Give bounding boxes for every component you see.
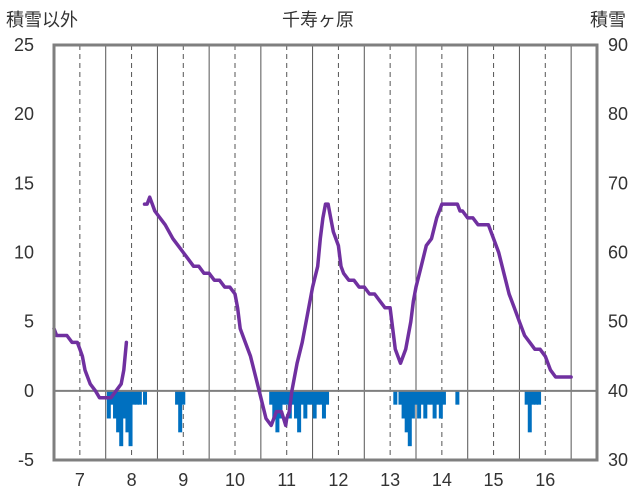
right-axis-title: 積雪 [590, 10, 626, 30]
bar [404, 390, 409, 433]
bar [410, 390, 415, 419]
bar [530, 390, 535, 405]
bar [401, 390, 406, 419]
bar [143, 390, 148, 405]
bar [426, 390, 431, 405]
bar [303, 390, 308, 419]
bar [122, 390, 127, 419]
right-y-tick-label: 70 [608, 173, 628, 193]
bar [137, 390, 142, 405]
left-y-tick-label: 15 [14, 173, 34, 193]
bar [423, 390, 428, 419]
right-y-tick-label: 40 [608, 381, 628, 401]
x-tick-label: 16 [535, 470, 555, 490]
bar [325, 390, 330, 405]
x-tick-label: 13 [380, 470, 400, 490]
bar [116, 390, 121, 433]
bar [527, 390, 532, 433]
x-tick-label: 9 [178, 470, 188, 490]
x-tick-label: 14 [432, 470, 452, 490]
bar [393, 390, 398, 405]
bar [441, 390, 446, 405]
right-y-tick-label: 60 [608, 243, 628, 263]
chart-title: 千寿ヶ原 [282, 10, 354, 30]
right-y-tick-label: 50 [608, 312, 628, 332]
left-y-tick-label: 25 [14, 35, 34, 55]
x-tick-label: 12 [328, 470, 348, 490]
x-tick-label: 7 [75, 470, 85, 490]
bar [134, 390, 139, 405]
bar [272, 390, 277, 419]
bar [106, 390, 111, 419]
snow-depth-line [142, 195, 573, 428]
bar [290, 390, 295, 405]
left-axis-title: 積雪以外 [6, 10, 78, 30]
bar [125, 390, 130, 433]
bar [435, 390, 440, 405]
bar [113, 390, 118, 419]
bar [284, 390, 289, 405]
x-tick-label: 10 [225, 470, 245, 490]
bar [315, 390, 320, 405]
bar [128, 390, 133, 447]
bar [312, 390, 317, 419]
bar [278, 390, 283, 419]
left-y-tick-label: 0 [24, 381, 34, 401]
bar [533, 390, 538, 405]
bar [407, 390, 412, 447]
right-y-tick-label: 30 [608, 450, 628, 470]
left-y-tick-label: 10 [14, 243, 34, 263]
bar [309, 390, 314, 405]
bar [321, 390, 326, 419]
bar [131, 390, 136, 405]
bar [178, 390, 183, 433]
left-y-tick-label: 5 [24, 312, 34, 332]
bar [537, 390, 542, 405]
bar [414, 390, 418, 405]
bar [281, 390, 286, 405]
bar [420, 390, 425, 405]
bar [175, 390, 180, 405]
left-y-tick-label: -5 [18, 450, 34, 470]
bar [181, 390, 186, 405]
bar [398, 390, 403, 405]
left-y-tick-label: 20 [14, 104, 34, 124]
bar [306, 390, 311, 405]
right-y-tick-label: 90 [608, 35, 628, 55]
bar [269, 390, 274, 405]
bar [438, 390, 443, 419]
bar [318, 390, 323, 405]
bar [119, 390, 124, 447]
bar [297, 390, 302, 433]
bar [417, 390, 422, 419]
x-tick-label: 8 [127, 470, 137, 490]
bar [432, 390, 437, 419]
plot-frame [52, 43, 599, 462]
bar [429, 390, 434, 405]
snow-depth-line [52, 326, 129, 400]
bar [294, 390, 299, 419]
bar [300, 390, 305, 405]
right-y-tick-label: 80 [608, 104, 628, 124]
x-tick-label: 11 [277, 470, 296, 490]
bar [524, 390, 529, 405]
bar [455, 390, 460, 405]
x-tick-label: 15 [484, 470, 504, 490]
